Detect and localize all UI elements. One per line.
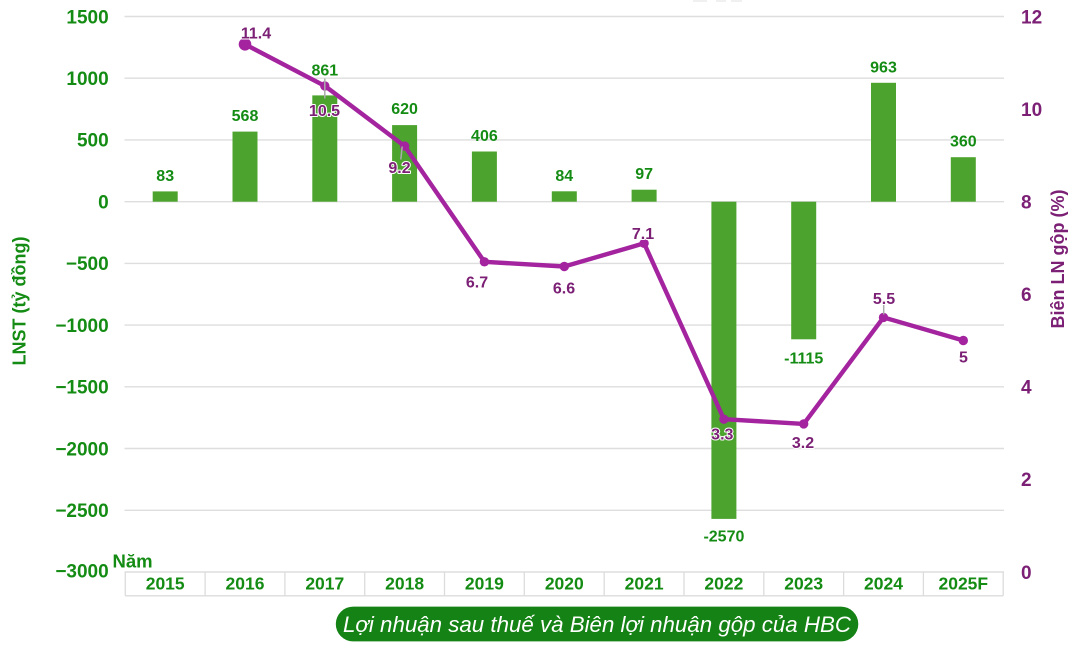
svg-text:Lợi nhuận sau thuế và Biên lợi: Lợi nhuận sau thuế và Biên lợi nhuận gộp… bbox=[343, 612, 852, 637]
svg-text:2024: 2024 bbox=[864, 574, 903, 594]
svg-text:11.4: 11.4 bbox=[241, 26, 271, 43]
svg-text:861: 861 bbox=[311, 62, 338, 79]
svg-text:2: 2 bbox=[1021, 470, 1032, 491]
svg-text:568: 568 bbox=[232, 108, 259, 125]
svg-text:2021: 2021 bbox=[625, 574, 664, 594]
svg-text:500: 500 bbox=[77, 131, 109, 152]
svg-text:−2000: −2000 bbox=[55, 439, 108, 460]
svg-text:5.5: 5.5 bbox=[873, 291, 895, 308]
svg-text:9.2: 9.2 bbox=[388, 160, 410, 177]
svg-text:2023: 2023 bbox=[784, 574, 823, 594]
svg-text:84: 84 bbox=[555, 168, 573, 185]
svg-text:6: 6 bbox=[1021, 285, 1032, 306]
svg-text:2018: 2018 bbox=[385, 574, 424, 594]
svg-text:3.2: 3.2 bbox=[792, 435, 814, 452]
svg-text:0: 0 bbox=[98, 193, 109, 214]
svg-text:12: 12 bbox=[1021, 7, 1042, 28]
svg-text:406: 406 bbox=[471, 128, 498, 145]
svg-text:2020: 2020 bbox=[545, 574, 584, 594]
svg-text:1000: 1000 bbox=[66, 69, 108, 90]
svg-text:Biên LN gộp (%): Biên LN gộp (%) bbox=[1048, 190, 1068, 329]
svg-text:Năm: Năm bbox=[113, 550, 153, 571]
svg-text:-2570: -2570 bbox=[703, 529, 744, 546]
svg-text:2016: 2016 bbox=[226, 574, 265, 594]
svg-text:LNST (tỷ đồng): LNST (tỷ đồng) bbox=[10, 237, 30, 366]
svg-text:−500: −500 bbox=[66, 254, 109, 275]
svg-text:83: 83 bbox=[156, 168, 174, 185]
svg-text:1500: 1500 bbox=[66, 7, 108, 28]
svg-text:97: 97 bbox=[635, 166, 653, 183]
svg-text:5: 5 bbox=[959, 350, 968, 367]
svg-text:−1000: −1000 bbox=[55, 316, 108, 337]
svg-text:−1500: −1500 bbox=[55, 378, 108, 399]
svg-text:6.6: 6.6 bbox=[553, 280, 575, 297]
svg-text:360: 360 bbox=[950, 134, 977, 151]
svg-text:3.3: 3.3 bbox=[711, 426, 733, 443]
svg-text:8: 8 bbox=[1021, 193, 1032, 214]
svg-text:10.5: 10.5 bbox=[309, 103, 340, 120]
svg-text:2019: 2019 bbox=[465, 574, 504, 594]
svg-text:6.7: 6.7 bbox=[466, 274, 488, 291]
svg-text:-1115: -1115 bbox=[784, 350, 823, 367]
svg-text:7.1: 7.1 bbox=[632, 226, 654, 243]
svg-text:2015: 2015 bbox=[146, 574, 185, 594]
svg-text:963: 963 bbox=[870, 59, 897, 76]
svg-text:10: 10 bbox=[1021, 100, 1042, 121]
svg-text:−2500: −2500 bbox=[55, 501, 108, 522]
svg-text:2022: 2022 bbox=[704, 574, 743, 594]
svg-text:2017: 2017 bbox=[305, 574, 344, 594]
svg-text:−3000: −3000 bbox=[55, 562, 108, 583]
svg-text:620: 620 bbox=[391, 101, 418, 118]
svg-text:2025F: 2025F bbox=[938, 574, 988, 594]
svg-text:4: 4 bbox=[1021, 378, 1032, 399]
svg-text:0: 0 bbox=[1021, 563, 1032, 584]
